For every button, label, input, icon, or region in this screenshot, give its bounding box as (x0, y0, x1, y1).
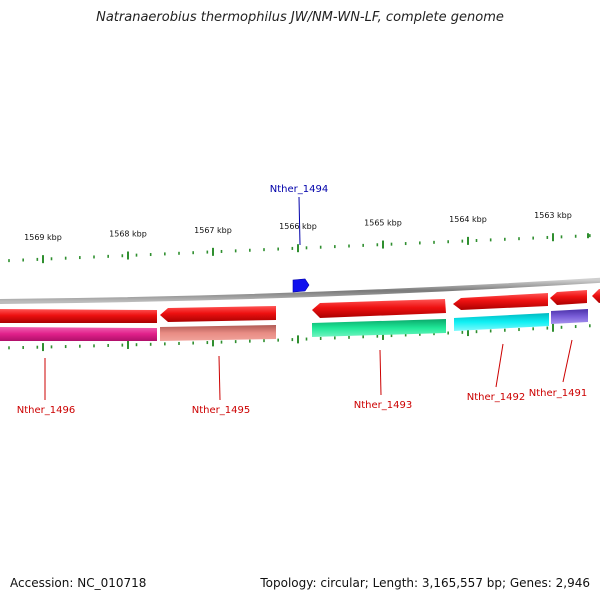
cds-nther-1496[interactable] (0, 309, 157, 323)
gene-nther-1492-label: Nther_1492 (467, 392, 525, 403)
track-nther-1492 (454, 313, 549, 331)
cds-nther-1492[interactable] (453, 293, 548, 310)
genome-summary-text: Topology: circular; Length: 3,165,557 bp… (260, 576, 590, 590)
ruler-label: 1563 kbp (534, 211, 572, 220)
genome-backbone (0, 277, 600, 304)
cds-nther-1493[interactable] (312, 299, 446, 318)
cds-track (0, 289, 600, 323)
track-nther-1493 (312, 319, 446, 337)
track-nther-1496 (0, 327, 157, 341)
gene-leader-lines (44, 339, 573, 401)
gene-nther-1491-leader (562, 339, 573, 383)
gene-nther-1495-leader (218, 355, 221, 401)
ruler-label: 1564 kbp (449, 215, 487, 224)
gene-nther-1494-leader (298, 196, 301, 246)
gene-nther-1493-leader (379, 349, 382, 396)
gene-nther-1493-label: Nther_1493 (354, 400, 412, 411)
gene-nther-1494-label: Nther_1494 (270, 184, 328, 195)
gene-nther-1496-label: Nther_1496 (17, 405, 75, 416)
cds-next-gene[interactable] (592, 289, 600, 303)
cds-nther-1495[interactable] (160, 306, 276, 322)
ruler-label: 1567 kbp (194, 226, 232, 235)
feature-track (0, 309, 588, 341)
ruler-label: 1568 kbp (109, 229, 147, 238)
gene-nther-1491-label: Nther_1491 (529, 388, 587, 399)
upper-coordinate-ruler: 1569 kbp 1568 kbp 1567 kbp 1566 kbp 1565 kbp… (8, 211, 591, 264)
gene-nther-1492-leader (495, 343, 504, 388)
track-nther-1495 (160, 325, 276, 341)
cds-nther-1491[interactable] (550, 290, 587, 305)
track-nther-1491 (551, 309, 588, 324)
accession-text: Accession: NC_010718 (10, 576, 147, 590)
genome-title: Natranaerobius thermophilus JW/NM-WN-LF,… (96, 10, 504, 25)
gene-nther-1495-label: Nther_1495 (192, 405, 250, 416)
gene-nther-1494-feature[interactable] (292, 278, 310, 293)
ruler-label: 1566 kbp (279, 222, 317, 231)
ruler-label: 1569 kbp (24, 233, 62, 242)
ruler-label: 1565 kbp (364, 219, 402, 228)
